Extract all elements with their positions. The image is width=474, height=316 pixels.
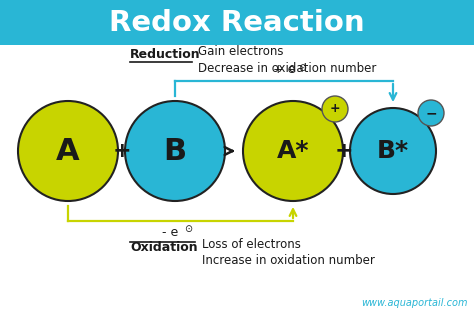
FancyBboxPatch shape xyxy=(0,0,474,45)
Text: Oxidation: Oxidation xyxy=(130,241,198,254)
Text: ⊙: ⊙ xyxy=(184,224,192,234)
Text: +: + xyxy=(335,141,353,161)
Text: B*: B* xyxy=(377,139,409,163)
Text: Loss of electrons: Loss of electrons xyxy=(202,238,301,251)
Circle shape xyxy=(418,100,444,126)
Text: +: + xyxy=(113,141,131,161)
Circle shape xyxy=(243,101,343,201)
Text: + e: + e xyxy=(273,63,295,76)
Text: www.aquaportail.com: www.aquaportail.com xyxy=(362,298,468,308)
Text: ⊙: ⊙ xyxy=(298,63,306,73)
Text: Decrease in oxidation number: Decrease in oxidation number xyxy=(198,62,376,75)
Text: +: + xyxy=(330,102,340,116)
Text: A*: A* xyxy=(277,139,309,163)
Circle shape xyxy=(322,96,348,122)
Text: Redox Reaction: Redox Reaction xyxy=(109,9,365,37)
Text: Increase in oxidation number: Increase in oxidation number xyxy=(202,254,375,267)
Circle shape xyxy=(125,101,225,201)
Circle shape xyxy=(18,101,118,201)
Text: Gain electrons: Gain electrons xyxy=(198,45,283,58)
Text: B: B xyxy=(164,137,187,166)
Text: Reduction: Reduction xyxy=(130,48,201,61)
Text: A: A xyxy=(56,137,80,166)
Text: - e: - e xyxy=(163,226,179,239)
Circle shape xyxy=(350,108,436,194)
Text: −: − xyxy=(425,106,437,120)
